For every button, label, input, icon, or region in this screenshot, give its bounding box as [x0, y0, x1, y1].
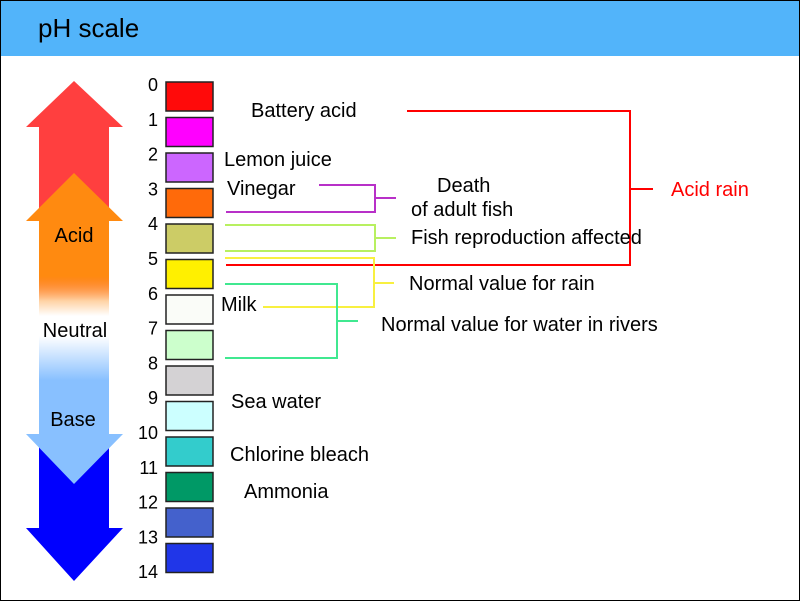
ph-swatch [165, 223, 214, 254]
ph-number: 11 [139, 458, 158, 478]
ph-number: 8 [148, 353, 158, 373]
death-label-line2: of adult fish [411, 199, 513, 221]
normal-rivers-label: Normal value for water in rivers [381, 314, 658, 336]
acid-rain-label: Acid rain [671, 179, 749, 201]
ph-swatch [165, 542, 214, 574]
ph-swatch [165, 365, 214, 396]
ph-swatch [165, 258, 214, 290]
ph-swatch [165, 400, 214, 432]
ph-number: 14 [138, 562, 158, 582]
orange-up-arrow [26, 173, 123, 316]
ph-swatch [165, 81, 214, 112]
neutral-label: Neutral [43, 320, 107, 342]
ph-swatch [165, 329, 214, 361]
ph-number: 7 [148, 319, 158, 339]
blue-down-arrow [26, 426, 123, 581]
ammonia-label: Ammonia [244, 481, 329, 503]
ph-swatch [165, 507, 214, 538]
light-blue-down-arrow [26, 336, 123, 484]
lemon-juice-label: Lemon juice [224, 149, 332, 171]
vinegar-label: Vinegar [227, 178, 296, 200]
page-title: pH scale [38, 13, 139, 43]
sea-water-label: Sea water [231, 391, 321, 413]
ph-number: 0 [148, 75, 158, 95]
milk-label: Milk [221, 294, 258, 316]
header-bar [1, 1, 799, 56]
battery-acid-label: Battery acid [251, 100, 357, 122]
ph-number: 13 [138, 527, 158, 547]
ph-number: 5 [148, 249, 158, 269]
ph-number: 12 [138, 493, 158, 513]
acid-label: Acid [55, 225, 94, 247]
chlorine-bleach-label: Chlorine bleach [230, 444, 369, 466]
ph-number: 2 [148, 145, 158, 165]
reproduction-bracket [225, 224, 376, 252]
ph-number: 1 [148, 110, 158, 130]
ph-number: 3 [148, 179, 158, 199]
ph-swatch [165, 187, 214, 219]
death-label-line1: Death [437, 175, 490, 197]
ph-number: 10 [138, 423, 158, 443]
ph-number: 9 [148, 388, 158, 408]
ph-swatch [165, 436, 214, 467]
base-label: Base [50, 409, 96, 431]
ph-swatch [165, 471, 214, 503]
ph-number: 4 [148, 214, 158, 234]
ph-swatch [165, 116, 214, 148]
fish-reproduction-label: Fish reproduction affected [411, 227, 642, 249]
ph-swatch [165, 152, 214, 183]
ph-swatch [165, 294, 214, 325]
ph-scale-swatches [165, 81, 214, 574]
normal-rain-label: Normal value for rain [409, 273, 595, 295]
ph-number: 6 [148, 284, 158, 304]
